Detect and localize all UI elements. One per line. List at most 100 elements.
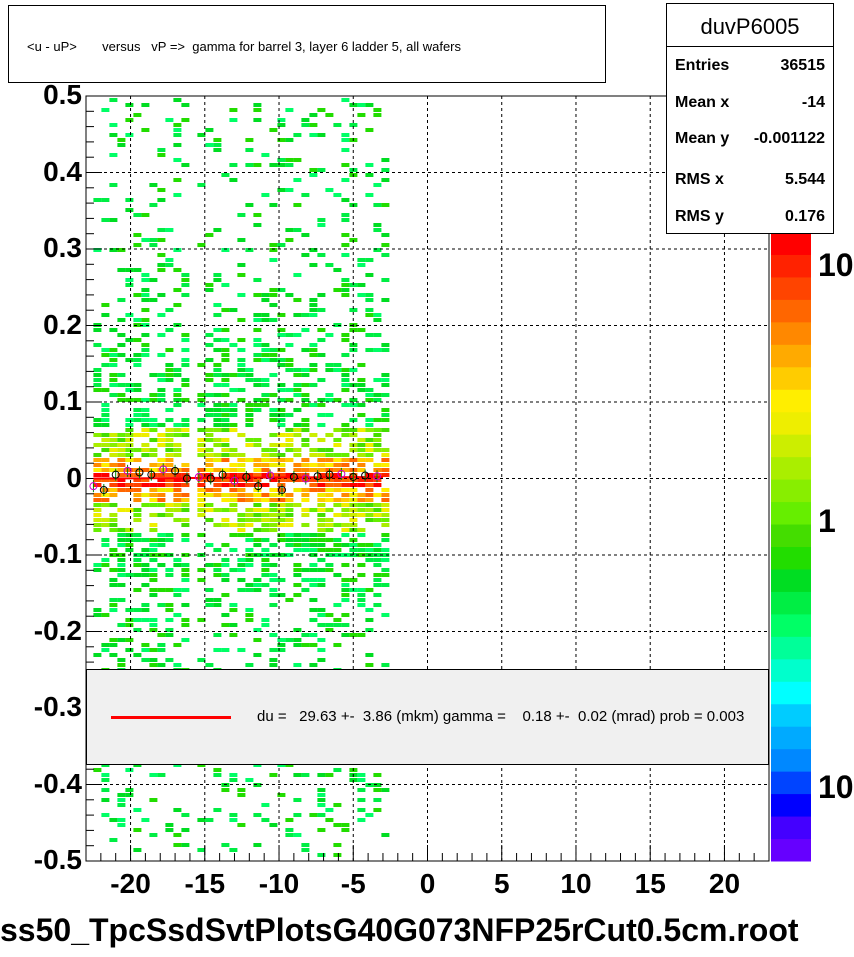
heatmap-cell [229, 473, 238, 477]
heatmap-cell [357, 533, 366, 537]
heatmap-cell [237, 533, 246, 537]
heatmap-cell [197, 448, 206, 452]
heatmap-cell [133, 363, 142, 367]
profile-point [111, 470, 120, 479]
heatmap-cell [149, 473, 158, 477]
heatmap-cell [381, 458, 390, 462]
heatmap-cell [309, 313, 318, 317]
heatmap-cell [341, 483, 350, 487]
heatmap-cell [205, 588, 214, 592]
heatmap-cell [365, 193, 374, 197]
heatmap-cell [309, 433, 318, 437]
heatmap-cell [253, 358, 262, 362]
heatmap-cell [125, 448, 134, 452]
heatmap-cell [325, 523, 334, 527]
heatmap-cell [141, 603, 150, 607]
heatmap-cell [293, 463, 302, 467]
heatmap-cell [317, 568, 326, 572]
heatmap-cell [125, 398, 134, 402]
heatmap-cell [373, 503, 382, 507]
heatmap-cell [213, 768, 222, 772]
heatmap-cell [333, 268, 342, 272]
heatmap-cell [261, 318, 270, 322]
heatmap-cell [309, 168, 318, 172]
heatmap-cell [381, 833, 390, 837]
heatmap-cell [365, 443, 374, 447]
heatmap-cell [333, 483, 342, 487]
heatmap-cell [317, 523, 326, 527]
heatmap-cell [229, 483, 238, 487]
heatmap-cell [125, 198, 134, 202]
heatmap-cell [365, 103, 374, 107]
heatmap-cell [157, 443, 166, 447]
heatmap-cell [253, 528, 262, 532]
heatmap-cell [205, 508, 214, 512]
heatmap-cell [309, 478, 318, 482]
heatmap-cell [245, 458, 254, 462]
heatmap-cell [285, 763, 294, 767]
heatmap-cell [93, 468, 102, 472]
heatmap-cell [205, 818, 214, 822]
heatmap-cell [117, 473, 126, 477]
heatmap-cell [197, 503, 206, 507]
heatmap-cell [261, 618, 270, 622]
heatmap-cell [213, 228, 222, 232]
heatmap-cell [285, 598, 294, 602]
heatmap-cell [101, 563, 110, 567]
heatmap-cell [213, 808, 222, 812]
heatmap-cell [373, 513, 382, 517]
heatmap-cell [269, 128, 278, 132]
heatmap-cell [141, 538, 150, 542]
heatmap-cell [341, 433, 350, 437]
heatmap-cell [245, 518, 254, 522]
heatmap-cell [373, 313, 382, 317]
heatmap-cell [221, 403, 230, 407]
heatmap-cell [173, 393, 182, 397]
heatmap-cell [181, 468, 190, 472]
heatmap-cell [133, 653, 142, 657]
heatmap-cell [213, 408, 222, 412]
heatmap-cell [261, 468, 270, 472]
heatmap-cell [149, 483, 158, 487]
stats-label: Mean y [675, 130, 730, 147]
heatmap-cell [365, 428, 374, 432]
heatmap-cell [109, 603, 118, 607]
heatmap-cell [133, 563, 142, 567]
heatmap-cell [165, 483, 174, 487]
heatmap-cell [117, 623, 126, 627]
heatmap-cell [301, 428, 310, 432]
heatmap-cell [149, 573, 158, 577]
heatmap-cell [333, 473, 342, 477]
heatmap-cell [253, 498, 262, 502]
heatmap-cell [205, 288, 214, 292]
heatmap-cell [101, 558, 110, 562]
heatmap-cell [317, 638, 326, 642]
heatmap-cell [149, 558, 158, 562]
heatmap-cell [213, 563, 222, 567]
heatmap-cell [277, 123, 286, 127]
heatmap-cell [325, 188, 334, 192]
heatmap-cell [149, 183, 158, 187]
heatmap-cell [341, 333, 350, 337]
heatmap-cell [93, 563, 102, 567]
heatmap-cell [349, 428, 358, 432]
heatmap-cell [269, 453, 278, 457]
heatmap-cell [293, 568, 302, 572]
heatmap-cell [253, 493, 262, 497]
heatmap-cell [301, 423, 310, 427]
heatmap-cell [141, 453, 150, 457]
heatmap-cell [173, 588, 182, 592]
heatmap-cell [93, 518, 102, 522]
heatmap-cell [181, 433, 190, 437]
heatmap-cell [213, 338, 222, 342]
heatmap-cell [165, 553, 174, 557]
heatmap-cell [253, 343, 262, 347]
heatmap-cell [341, 353, 350, 357]
heatmap-cell [357, 443, 366, 447]
heatmap-cell [165, 513, 174, 517]
heatmap-cell [197, 508, 206, 512]
heatmap-cell [381, 558, 390, 562]
heatmap-cell [109, 363, 118, 367]
heatmap-cell [93, 453, 102, 457]
heatmap-cell [309, 113, 318, 117]
